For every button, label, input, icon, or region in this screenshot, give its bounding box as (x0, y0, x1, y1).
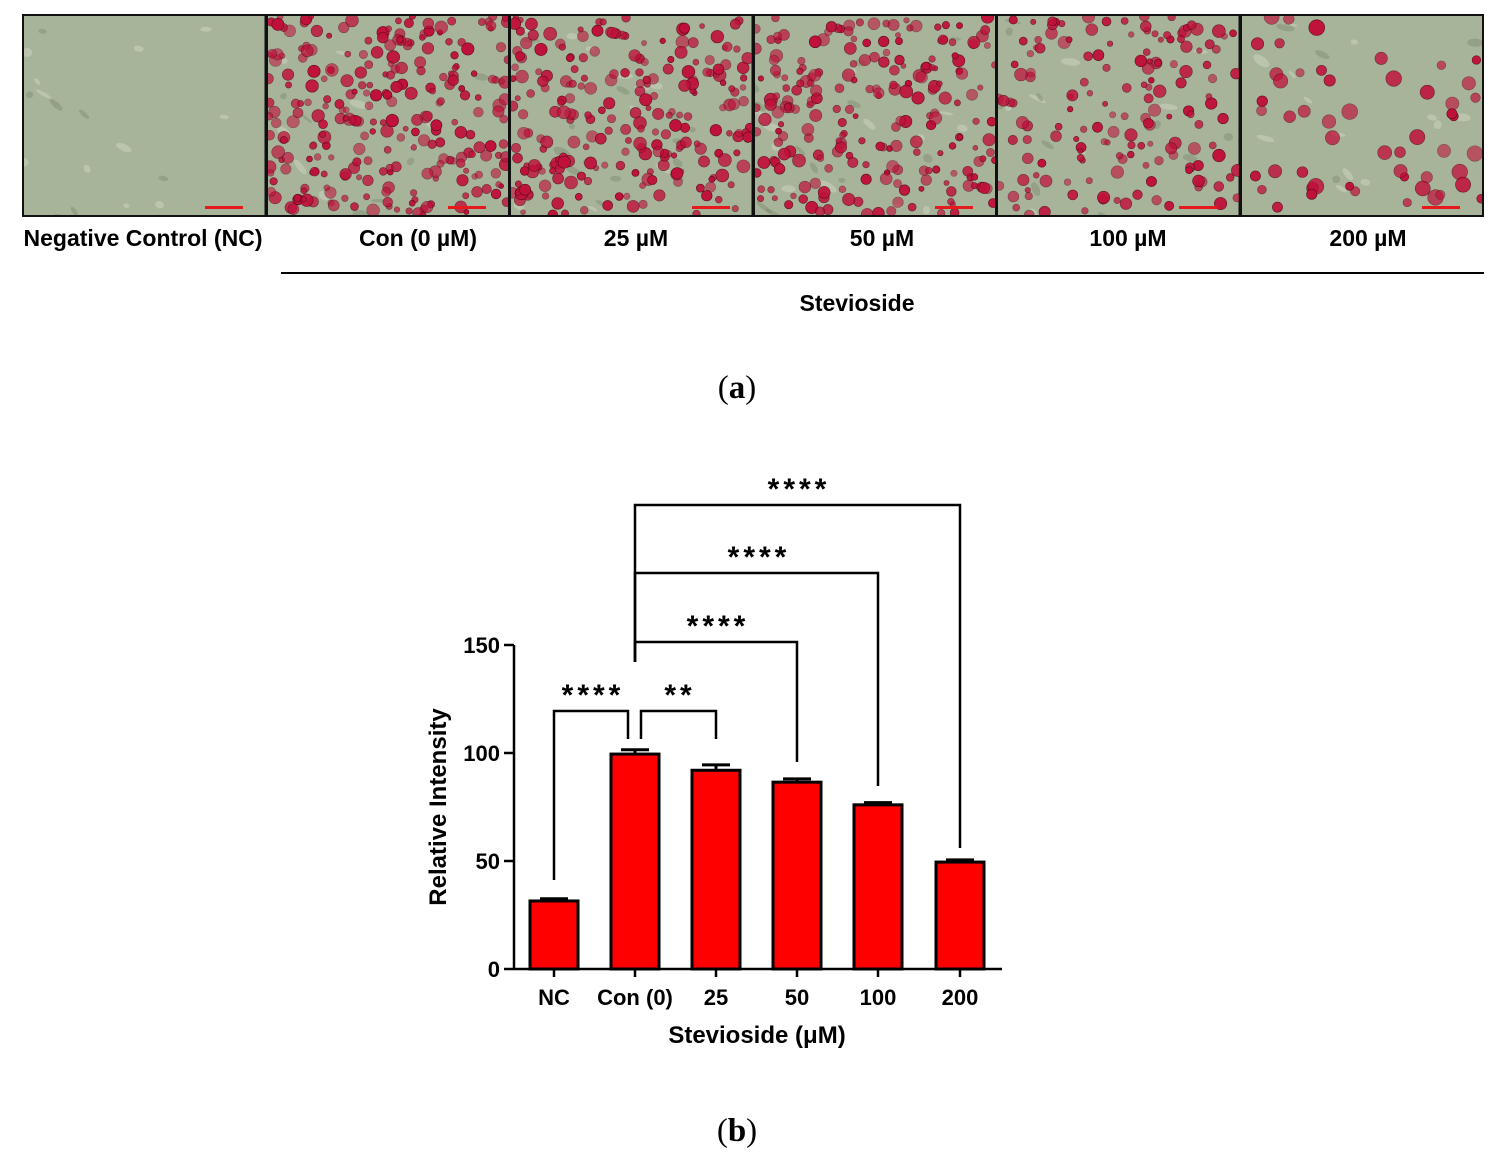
significance-label-1: **** (562, 679, 625, 712)
micrograph-5 (998, 16, 1242, 215)
significance-bracket-5 (633, 503, 962, 848)
micrograph-label-1: Negative Control (NC) (23, 225, 263, 251)
significance-bracket-1 (552, 709, 630, 880)
significance-label-5: **** (768, 473, 831, 506)
scale-bar (1422, 206, 1460, 209)
y-tick-label: 50 (476, 849, 500, 874)
x-tick-label: 25 (704, 985, 728, 1010)
micrograph-label-6: 200 µM (1329, 225, 1407, 251)
significance-bracket-3 (633, 640, 799, 762)
panel-a-letter: (a) (717, 370, 757, 406)
significance-label-4: **** (728, 541, 791, 574)
scale-bar (935, 206, 973, 209)
micrograph-label-4: 50 µM (849, 225, 915, 251)
x-tick-label: 200 (942, 985, 979, 1010)
y-tick-label: 0 (488, 957, 500, 982)
scale-bar (448, 206, 486, 209)
microscopy-strip (22, 14, 1484, 217)
bar-2 (609, 752, 661, 971)
scale-bar (1178, 206, 1217, 209)
bar-4 (771, 780, 823, 971)
micrograph-3 (511, 16, 755, 215)
micrograph-label-3: 25 µM (603, 225, 669, 251)
x-axis-title: Stevioside (μM) (668, 1022, 845, 1049)
bar-6 (934, 860, 986, 971)
micrograph-label-2: Con (0 µM) (358, 225, 478, 251)
stevioside-group-label: Stevioside (799, 290, 915, 316)
micrograph-2 (267, 16, 511, 215)
micrograph-6 (1241, 16, 1482, 215)
micrograph-label-5: 100 µM (1089, 225, 1167, 251)
x-tick-label: Con (0) (597, 985, 673, 1010)
x-tick-label: 50 (785, 985, 809, 1010)
scale-bar (204, 206, 243, 209)
bar-3 (690, 768, 742, 971)
significance-label-2: ** (664, 679, 695, 712)
y-axis-title: Relative Intensity (425, 708, 452, 906)
stevioside-group-line (281, 272, 1484, 274)
y-tick-label: 150 (463, 633, 500, 658)
bar-1 (528, 899, 580, 971)
x-tick-label: NC (538, 985, 570, 1010)
micrograph-1 (24, 16, 268, 215)
significance-bracket-2 (639, 709, 718, 739)
y-tick-label: 100 (463, 741, 500, 766)
panel-b-letter: (b) (716, 1113, 758, 1149)
scale-bar (691, 206, 730, 209)
bar-5 (852, 803, 904, 971)
significance-label-3: **** (687, 610, 750, 643)
x-tick-label: 100 (860, 985, 897, 1010)
micrograph-4 (754, 16, 998, 215)
